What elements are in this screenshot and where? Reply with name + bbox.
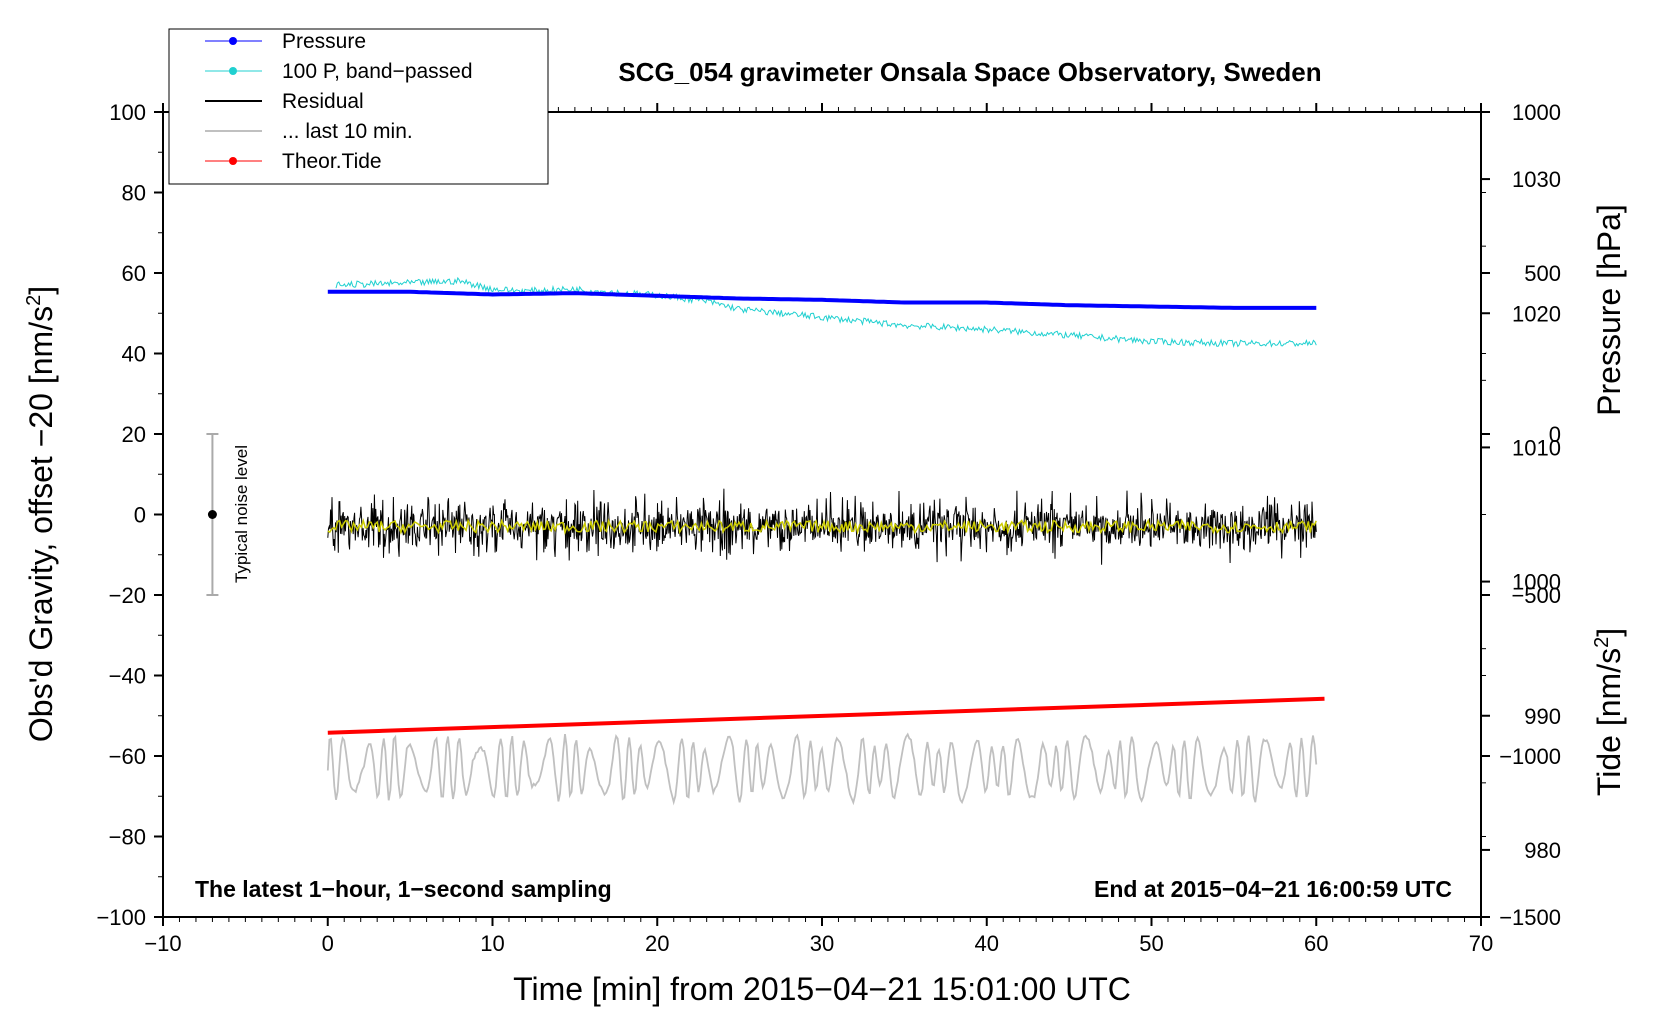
y-tick-label-tide: −1500 [1499,905,1561,930]
legend-marker [229,37,237,45]
y-tick-label-pressure: 1000 [1512,570,1561,595]
y-tick-label-left: 80 [122,181,146,206]
y-tick-label-left: −40 [109,664,146,689]
x-tick-label: −10 [144,931,181,956]
y-tick-label-left: 0 [134,503,146,528]
y-axis-title-left-end: ] [23,286,59,295]
y-tick-label-pressure: 990 [1524,704,1561,729]
legend-label: ... last 10 min. [282,120,413,143]
x-tick-label: 70 [1469,931,1493,956]
legend-marker [229,157,237,165]
series-residual-smoothed [327,517,1317,536]
x-tick-label: 0 [322,931,334,956]
legend-label: Pressure [282,30,366,53]
x-tick-label: 50 [1139,931,1163,956]
noise-center-dot [207,510,217,519]
y-tick-label-left: 100 [109,100,146,125]
noise-level-label: Typical noise level [232,445,251,583]
y-tick-label-left: −100 [96,905,146,930]
y-axis-title-left: Obs'd Gravity, offset −20 [nm/s2] [23,286,59,742]
y-axis-title-tide: Tide [nm/s2] [1591,628,1627,796]
series-theoretical-tide [327,696,1325,735]
series-pressure [327,289,1317,310]
annotation-sampling: The latest 1−hour, 1−second sampling [195,876,612,902]
y-tick-label-left: 20 [122,422,146,447]
series-layer [206,276,1325,806]
y-axis-title-tide-end: ] [1591,628,1627,637]
series-band-passed-pressure [335,276,1317,348]
legend-label: Theor.Tide [282,150,382,173]
x-tick-label: 10 [480,931,504,956]
chart-title: SCG_054 gravimeter Onsala Space Observat… [618,57,1321,87]
y-tick-label-tide: 1000 [1512,100,1561,125]
y-tick-label-left: −80 [109,825,146,850]
x-tick-label: 60 [1304,931,1328,956]
y-tick-label-tide: 500 [1524,261,1561,286]
x-axis-title: Time [min] from 2015−04−21 15:01:00 UTC [513,971,1131,1007]
y-axis-title-left-main: Obs'd Gravity, offset −20 [nm/s [23,306,59,742]
y-tick-label-pressure: 1020 [1512,301,1561,326]
y-tick-label-pressure: 1030 [1512,167,1561,192]
x-tick-label: 30 [810,931,834,956]
y-axis-title-left-sup: 2 [23,295,45,306]
legend: Pressure 100 P, band−passed Residual ... la… [168,28,549,185]
legend-label: Residual [282,90,364,113]
y-tick-label-tide: −1000 [1499,744,1561,769]
y-axis-title-tide-sup: 2 [1591,637,1613,648]
y-tick-label-left: 60 [122,261,146,286]
x-tick-label: 20 [645,931,669,956]
tick-layer: −10 0 10 20 30 40 50 60 70−100−80−60−40−20020406… [96,100,1561,956]
series-last-10-min [326,732,1318,806]
legend-marker [229,67,237,75]
legend-label: 100 P, band−passed [282,60,473,83]
y-tick-label-pressure: 980 [1524,838,1561,863]
y-tick-label-pressure: 1010 [1512,435,1561,460]
y-tick-label-tide: −500 [1511,583,1561,608]
series-residual [327,488,1317,565]
legend-items: Pressure 100 P, band−passed Residual ... la… [205,30,473,173]
y-tick-label-left: −60 [109,744,146,769]
y-axis-title-pressure: Pressure [hPa] [1591,204,1627,416]
y-tick-label-tide: 0 [1549,422,1561,447]
x-tick-label: 40 [975,931,999,956]
y-tick-label-left: −20 [109,583,146,608]
y-axis-title-tide-main: Tide [nm/s [1591,648,1627,796]
y-tick-label-left: 40 [122,342,146,367]
annotation-end-time: End at 2015−04−21 16:00:59 UTC [1094,876,1452,902]
